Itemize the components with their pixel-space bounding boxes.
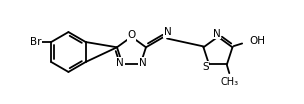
Text: CH₃: CH₃	[220, 77, 238, 87]
Text: OH: OH	[249, 36, 265, 46]
Text: N: N	[139, 58, 147, 68]
Text: N: N	[116, 58, 124, 68]
Text: N: N	[164, 27, 171, 37]
Text: S: S	[202, 62, 209, 72]
Text: Br: Br	[30, 37, 41, 47]
Text: O: O	[127, 30, 136, 40]
Text: N: N	[212, 29, 220, 39]
